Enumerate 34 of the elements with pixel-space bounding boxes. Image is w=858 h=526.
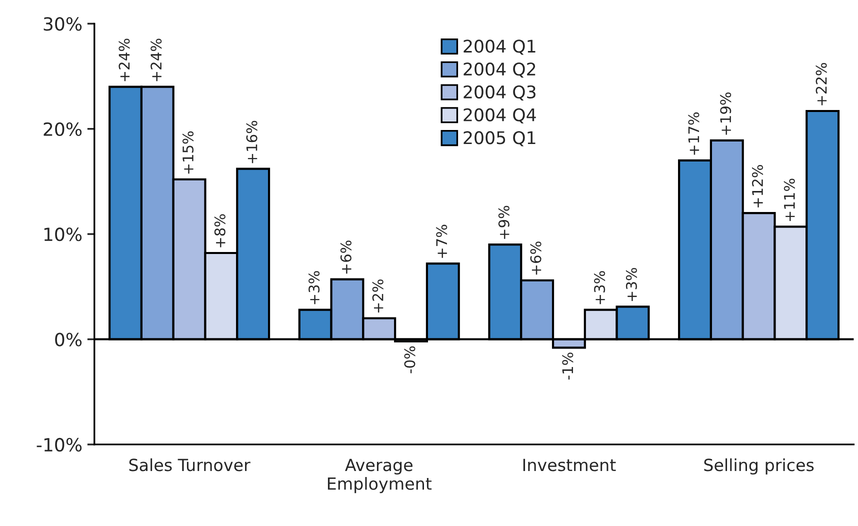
data-label: +24% bbox=[150, 38, 162, 82]
y-tick-label: 10% bbox=[44, 228, 82, 242]
x-tick-label: Investment bbox=[523, 458, 616, 472]
data-label: +15% bbox=[182, 131, 194, 174]
data-label: +9% bbox=[498, 206, 510, 239]
data-label: +17% bbox=[688, 112, 700, 155]
y-tick-label: -10% bbox=[36, 438, 82, 452]
x-tick-label: Average Employment bbox=[328, 458, 432, 494]
legend-label: 2004 Q2 bbox=[464, 62, 536, 78]
data-label: -1% bbox=[562, 352, 574, 380]
data-label: +24% bbox=[118, 38, 130, 82]
data-label: +22% bbox=[816, 62, 827, 106]
legend-label: 2004 Q3 bbox=[464, 85, 536, 100]
data-label: +11% bbox=[784, 178, 795, 221]
data-label: +8% bbox=[214, 214, 226, 248]
y-tick-label: 20% bbox=[44, 122, 82, 136]
x-tick-label: Selling prices bbox=[704, 458, 814, 474]
legend-label: 2004 Q4 bbox=[464, 108, 536, 124]
data-label: +3% bbox=[308, 271, 320, 304]
data-label: +16% bbox=[246, 120, 258, 164]
data-label: +12% bbox=[752, 165, 764, 208]
data-label: +6% bbox=[530, 242, 542, 275]
data-label: +7% bbox=[436, 224, 448, 258]
y-tick-label: 0% bbox=[55, 332, 82, 346]
data-label: +3% bbox=[626, 268, 637, 301]
data-label: +3% bbox=[594, 271, 606, 304]
data-label: +6% bbox=[340, 240, 352, 274]
data-label: -0% bbox=[404, 346, 416, 374]
data-label: +2% bbox=[372, 280, 384, 313]
y-tick-label: 30% bbox=[44, 17, 82, 31]
legend-label: 2004 Q1 bbox=[464, 40, 536, 55]
legend-label: 2005 Q1 bbox=[464, 131, 536, 146]
data-label: +19% bbox=[720, 92, 732, 135]
x-tick-label: Sales Turnover bbox=[129, 458, 250, 472]
